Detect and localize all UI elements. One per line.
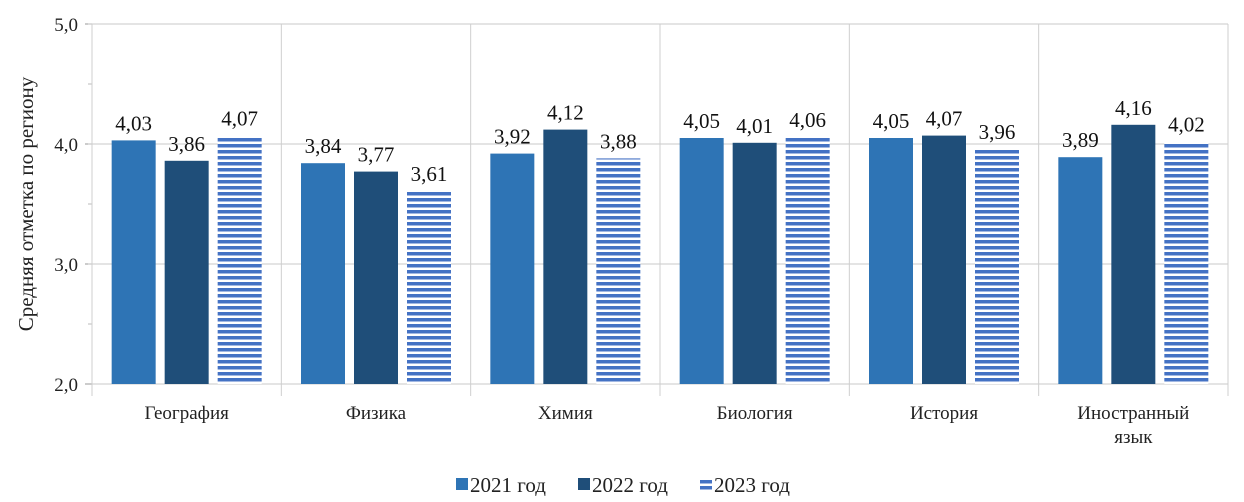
data-label: 4,06 <box>789 108 826 132</box>
data-label: 3,88 <box>600 129 637 153</box>
y-tick-label: 4,0 <box>54 135 78 156</box>
data-label: 4,16 <box>1115 96 1152 120</box>
x-category-label: Химия <box>538 403 593 424</box>
data-label: 4,01 <box>736 114 773 138</box>
bar-1-cat-5 <box>869 138 913 384</box>
legend-swatch-1 <box>456 478 468 490</box>
data-label: 3,86 <box>168 132 205 156</box>
bar-2-cat-4 <box>732 142 777 384</box>
bar-1-cat-6 <box>1058 157 1103 384</box>
bar-3-cat-3 <box>596 158 641 384</box>
data-label: 4,03 <box>115 111 152 135</box>
x-category-label: География <box>144 403 229 424</box>
data-label: 4,02 <box>1168 113 1205 137</box>
y-axis-title: Средняя отметка по региону <box>14 76 38 331</box>
data-label: 3,96 <box>979 120 1016 144</box>
legend-label: 2022 год <box>592 473 668 497</box>
x-category-label: История <box>910 403 978 424</box>
bar-3-cat-6 <box>1164 141 1209 384</box>
x-category-label: язык <box>1114 427 1153 448</box>
data-label: 3,61 <box>411 162 448 186</box>
bar-1-cat-4 <box>679 138 724 384</box>
legend-label: 2021 год <box>470 473 546 497</box>
bar-1-cat-3 <box>490 153 535 384</box>
data-label: 4,12 <box>547 101 584 125</box>
x-category-label: Биология <box>717 403 793 424</box>
bar-3-cat-2 <box>407 190 451 384</box>
bar-2-cat-2 <box>354 171 398 384</box>
data-label: 3,89 <box>1062 128 1099 152</box>
bar-2-cat-6 <box>1111 124 1156 385</box>
bar-1-cat-2 <box>301 163 345 384</box>
bar-2-cat-1 <box>164 160 209 384</box>
x-category-label: Физика <box>346 403 407 424</box>
data-label: 3,77 <box>358 143 395 167</box>
y-tick-label: 2,0 <box>54 375 78 396</box>
data-label: 4,05 <box>683 109 720 133</box>
y-tick-label: 5,0 <box>54 15 78 36</box>
legend-label: 2023 год <box>714 473 790 497</box>
data-label: 3,92 <box>494 125 531 149</box>
bar-3-cat-1 <box>217 135 262 384</box>
bar-2-cat-5 <box>922 135 966 384</box>
legend-swatch-2 <box>578 478 590 490</box>
bar-3-cat-4 <box>785 136 830 384</box>
data-label: 4,07 <box>221 107 258 131</box>
data-label: 4,07 <box>926 107 963 131</box>
data-label: 3,84 <box>305 134 342 158</box>
x-category-label: Иностранный <box>1077 403 1189 424</box>
bar-3-cat-5 <box>975 148 1019 384</box>
bar-1-cat-1 <box>111 140 156 384</box>
data-label: 4,05 <box>873 109 910 133</box>
legend-swatch-3 <box>700 478 712 490</box>
bar-2-cat-3 <box>543 129 588 384</box>
y-tick-label: 3,0 <box>54 255 78 276</box>
